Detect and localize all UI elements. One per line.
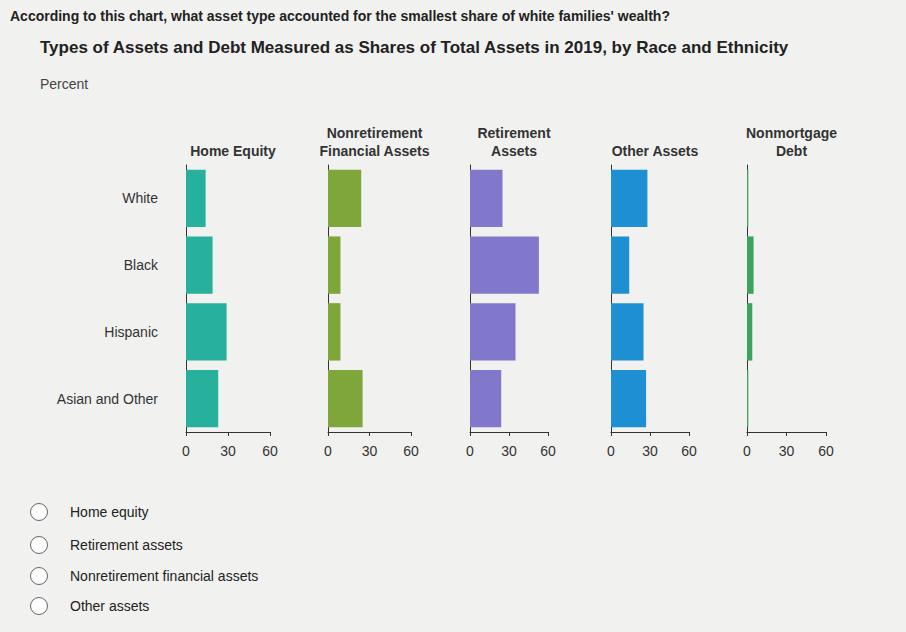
svg-text:Retirement: Retirement <box>477 125 550 141</box>
svg-text:60: 60 <box>262 443 278 459</box>
svg-text:30: 30 <box>642 443 658 459</box>
svg-text:Black: Black <box>124 257 159 273</box>
svg-text:0: 0 <box>324 443 332 459</box>
svg-text:0: 0 <box>182 443 190 459</box>
html-text:Nonretirement financial assets: Nonretirement financial assets <box>70 568 259 584</box>
svg-text:0: 0 <box>607 443 615 459</box>
html-text:Percent: Percent <box>40 76 89 92</box>
svg-text:Assets: Assets <box>491 143 537 159</box>
svg-text:Hispanic: Hispanic <box>104 324 158 340</box>
svg-text:0: 0 <box>743 443 751 459</box>
svg-text:30: 30 <box>362 443 378 459</box>
svg-text:Debt: Debt <box>776 143 807 159</box>
html-text:Retirement assets: Retirement assets <box>70 537 183 553</box>
svg-text:60: 60 <box>818 443 834 459</box>
svg-text:30: 30 <box>779 443 795 459</box>
svg-text:Nonmortgage: Nonmortgage <box>746 125 837 141</box>
svg-text:30: 30 <box>220 443 236 459</box>
svg-text:White: White <box>122 190 158 206</box>
html-text:Other assets: Other assets <box>70 598 150 614</box>
svg-text:Nonretirement: Nonretirement <box>327 125 423 141</box>
html-text:Home equity: Home equity <box>70 504 149 520</box>
svg-text:60: 60 <box>540 443 556 459</box>
svg-text:0: 0 <box>466 443 474 459</box>
html-text:According to this chart, what: According to this chart, what asset type… <box>10 8 670 24</box>
svg-text:Asian and Other: Asian and Other <box>57 391 159 407</box>
svg-text:30: 30 <box>501 443 517 459</box>
html-text:Types of Assets and Debt Measu: Types of Assets and Debt Measured as Sha… <box>40 38 789 57</box>
svg-text:Home Equity: Home Equity <box>190 143 276 159</box>
svg-text:Other Assets: Other Assets <box>612 143 699 159</box>
svg-text:60: 60 <box>681 443 697 459</box>
svg-text:60: 60 <box>403 443 419 459</box>
svg-text:Financial Assets: Financial Assets <box>320 143 430 159</box>
